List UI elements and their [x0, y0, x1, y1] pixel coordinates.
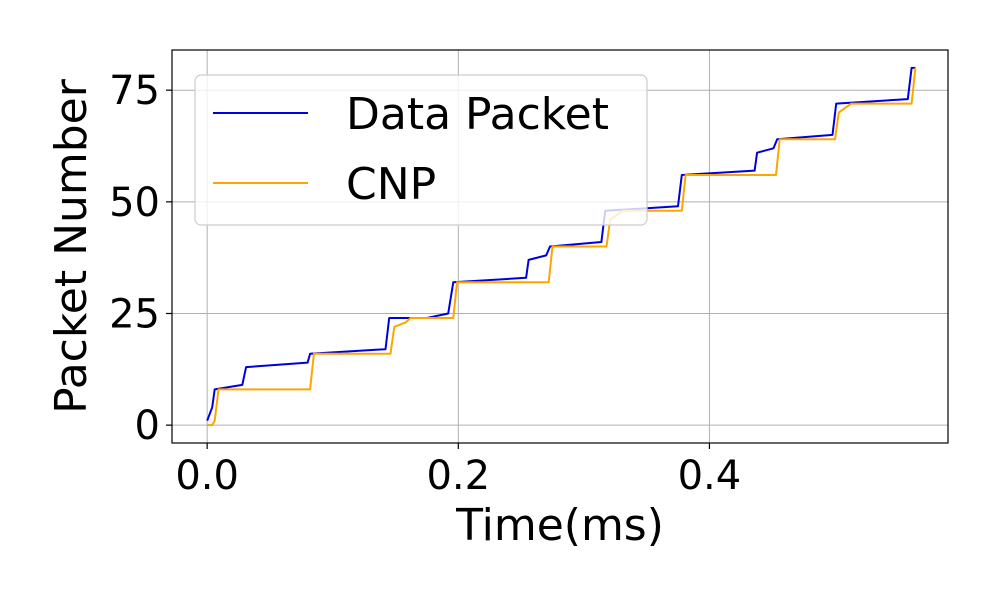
x-tick-label: 0.0 — [175, 453, 239, 499]
x-tick-label: 0.4 — [678, 453, 742, 499]
x-tick-label: 0.2 — [426, 453, 490, 499]
x-axis-label: Time(ms) — [455, 500, 664, 551]
y-tick-label: 25 — [109, 291, 160, 337]
y-tick-label: 0 — [135, 403, 160, 449]
y-tick-label: 75 — [109, 68, 160, 114]
legend: Data Packet CNP — [194, 74, 648, 226]
plot-frame — [171, 49, 949, 444]
y-axis-label: Packet Number — [46, 78, 97, 414]
series-line-cnp — [207, 67, 917, 427]
series-line-data-packet — [206, 66, 916, 422]
legend-label-data-packet: Data Packet — [346, 89, 609, 140]
axis-ticks: 0.0 0.2 0.4 0 25 50 75 — [109, 68, 741, 499]
plot-lines — [206, 66, 917, 427]
y-tick-label: 50 — [109, 180, 160, 226]
legend-label-cnp: CNP — [346, 159, 436, 210]
